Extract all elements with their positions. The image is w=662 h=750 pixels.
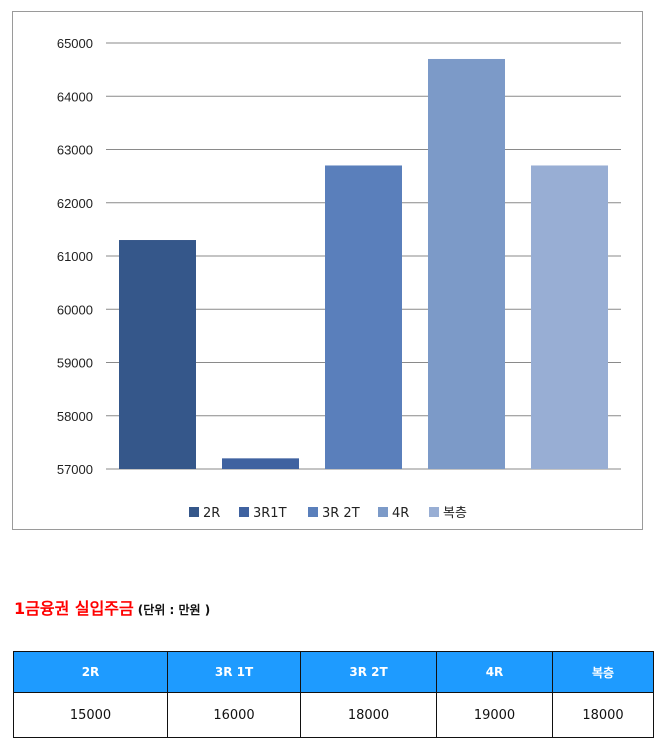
bar-복층 bbox=[531, 165, 608, 469]
table-row: 15000 16000 18000 19000 18000 bbox=[13, 692, 654, 738]
bar-chart: 57000 58000 59000 60000 61000 62000 63000 64000… bbox=[57, 36, 621, 521]
deposit-table: 2R 3R 1T 3R 2T 4R 복층 15000 16000 18000 1… bbox=[13, 651, 654, 738]
y-tick-label: 59000 bbox=[57, 356, 93, 371]
legend-swatch bbox=[189, 507, 199, 517]
y-tick-label: 57000 bbox=[57, 462, 93, 477]
legend-swatch bbox=[429, 507, 439, 517]
legend-label: 4R bbox=[392, 506, 409, 521]
bar-2r bbox=[119, 240, 196, 469]
table-cell: 18000 bbox=[552, 692, 654, 738]
y-tick-label: 61000 bbox=[57, 249, 93, 264]
bar-3r1t bbox=[222, 458, 299, 469]
section-title-unit: (단위 : 만원 ) bbox=[137, 603, 211, 617]
y-tick-label: 60000 bbox=[57, 302, 93, 317]
table-cell: 15000 bbox=[13, 692, 168, 738]
legend-label: 복층 bbox=[443, 506, 467, 521]
y-tick-label: 62000 bbox=[57, 196, 93, 211]
y-tick-label: 64000 bbox=[57, 89, 93, 104]
legend-label: 3R1T bbox=[253, 506, 287, 521]
section-title-main: 1금융권 실입주금 bbox=[14, 599, 134, 618]
table-header-cell: 복층 bbox=[552, 651, 654, 693]
table-header-cell: 4R bbox=[436, 651, 553, 693]
section-title: 1금융권 실입주금 (단위 : 만원 ) bbox=[14, 595, 210, 619]
bar-3r2t bbox=[325, 165, 402, 469]
table-header-cell: 2R bbox=[13, 651, 168, 693]
legend-label: 3R 2T bbox=[322, 506, 360, 521]
bar-4r bbox=[428, 58, 505, 469]
legend-label: 2R bbox=[203, 506, 220, 521]
table-cell: 16000 bbox=[167, 692, 301, 738]
table-cell: 18000 bbox=[300, 692, 437, 738]
legend-swatch bbox=[239, 507, 249, 517]
y-tick-label: 58000 bbox=[57, 409, 93, 424]
y-tick-label: 63000 bbox=[57, 143, 93, 158]
table-header-row: 2R 3R 1T 3R 2T 4R 복층 bbox=[13, 651, 654, 693]
chart-frame: 57000 58000 59000 60000 61000 62000 63000 64000… bbox=[12, 11, 643, 530]
legend-swatch bbox=[308, 507, 318, 517]
legend-swatch bbox=[378, 507, 388, 517]
table-header-cell: 3R 1T bbox=[167, 651, 301, 693]
table-header-cell: 3R 2T bbox=[300, 651, 437, 693]
y-tick-label: 65000 bbox=[57, 36, 93, 51]
table-cell: 19000 bbox=[436, 692, 553, 738]
